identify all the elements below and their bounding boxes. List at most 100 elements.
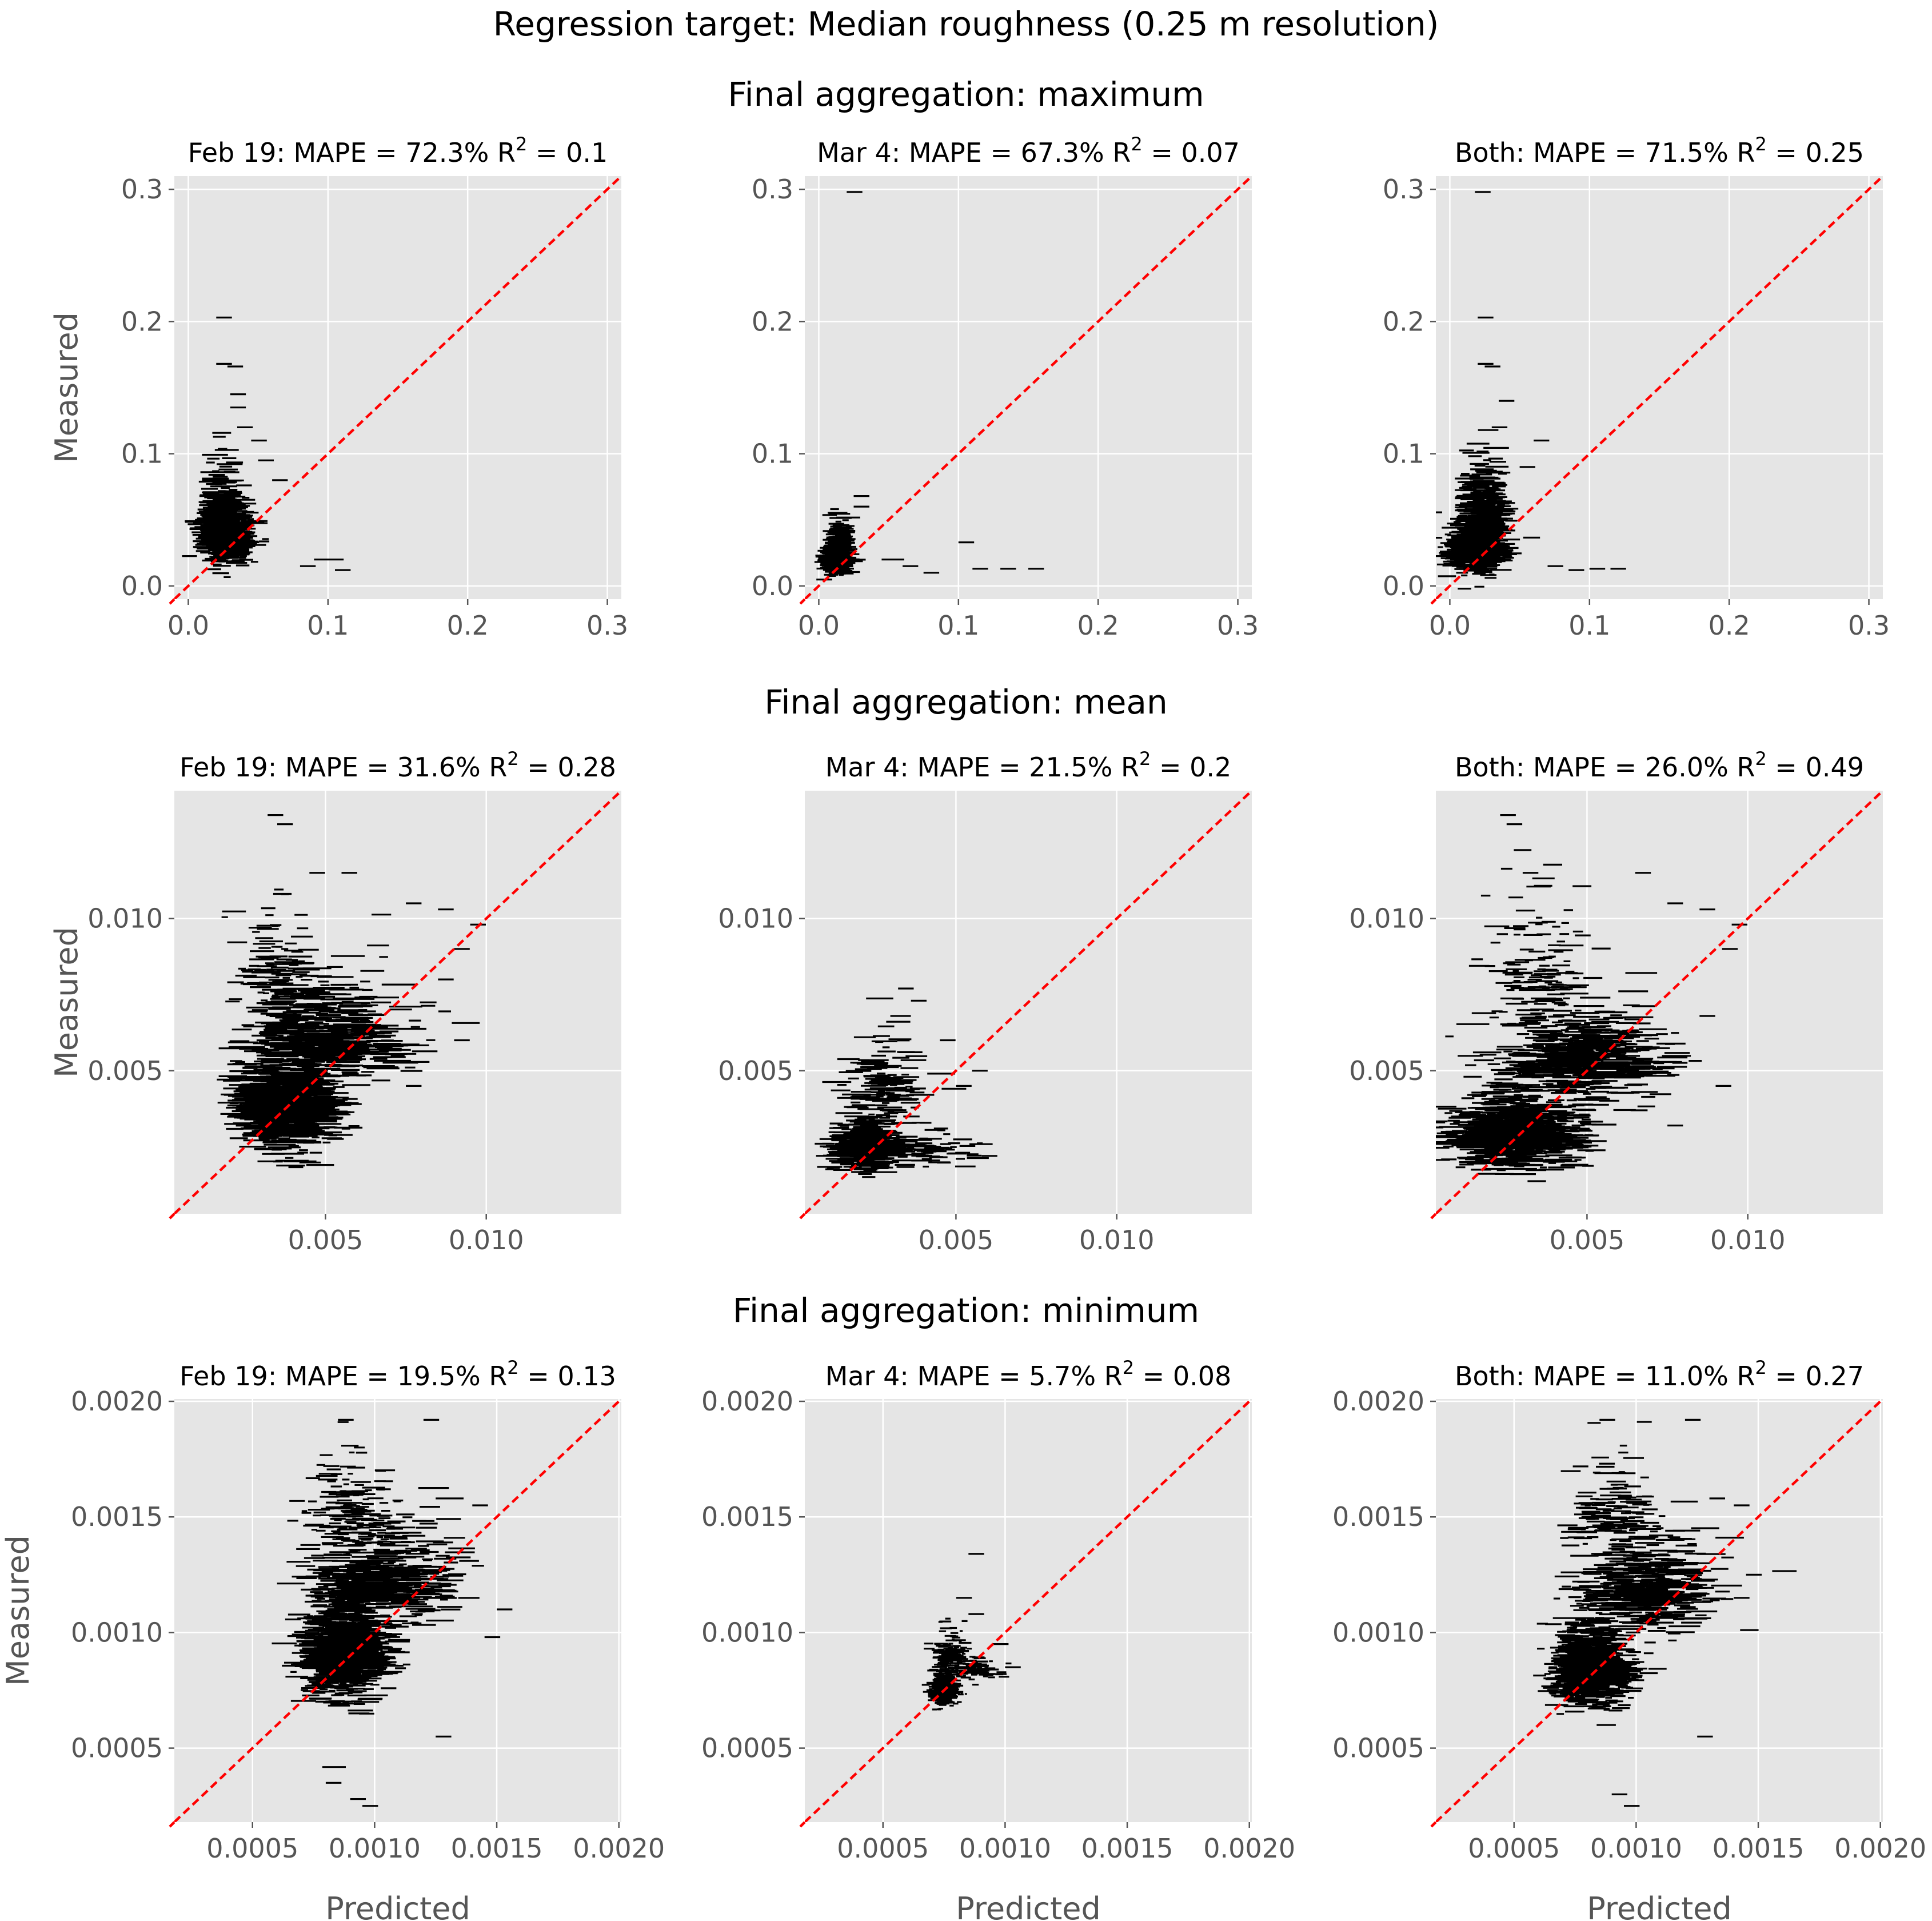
figure-suptitle: Regression target: Median roughness (0.2…: [493, 5, 1439, 43]
scatter-points: [1533, 1418, 1797, 1807]
y-tick-label: 0.1: [1383, 439, 1424, 469]
x-tick-label: 0.0010: [329, 1833, 421, 1864]
panel-feb-19: Feb 19: MAPE = 19.5% R2 = 0.13 0.0005 0.00…: [0, 1357, 665, 1921]
y-tick-label: 0.2: [752, 306, 793, 337]
x-tick-label: 0.0005: [206, 1833, 298, 1864]
y-tick-label: 0.0020: [1332, 1386, 1424, 1417]
x-axis-label: Predicted: [325, 1891, 470, 1921]
identity-line-ext: [169, 1821, 175, 1828]
scatter-marks: [1533, 1418, 1797, 1807]
y-tick-label: 0.005: [718, 1055, 793, 1086]
x-tick-label: 0.3: [1217, 610, 1259, 641]
scatter-points: [815, 987, 997, 1178]
panel-title-value: = 0.13: [519, 1361, 616, 1392]
panel-title-superscript: 2: [1131, 133, 1142, 155]
identity-line: [1436, 791, 1883, 1214]
panel-title-text: Both: MAPE = 26.0% R: [1455, 752, 1755, 783]
identity-line: [805, 1399, 1252, 1822]
panel-title-text: Both: MAPE = 11.0% R: [1455, 1361, 1755, 1392]
y-axis-label: Measured: [49, 927, 85, 1078]
x-tick-label: 0.0020: [1203, 1833, 1295, 1864]
panel-both: Both: MAPE = 11.0% R2 = 0.27 0.0005 0.0005…: [1332, 1357, 1926, 1921]
y-tick-label: 0.010: [87, 903, 163, 934]
panel-title-superscript: 2: [507, 748, 518, 770]
x-tick-label: 0.010: [1079, 1225, 1155, 1256]
x-tick-label: 0.2: [1709, 610, 1750, 641]
panel-title-superscript: 2: [1139, 748, 1151, 770]
panel-title: Feb 19: MAPE = 72.3% R2 = 0.1: [188, 133, 608, 168]
y-tick-label: 0.2: [1383, 306, 1424, 337]
scatter-marks: [1436, 191, 1626, 590]
panel-mar-4: Mar 4: MAPE = 5.7% R2 = 0.08 0.0005 0.0005…: [701, 1357, 1295, 1921]
identity-line-ext: [1430, 1821, 1437, 1828]
y-tick-label: 0.0015: [71, 1501, 163, 1532]
identity-line: [805, 176, 1252, 599]
row-1: Final aggregation: mean Feb 19: MAPE = 31…: [49, 683, 1883, 1256]
x-tick-label: 0.0005: [837, 1833, 929, 1864]
y-tick-label: 0.0010: [701, 1617, 793, 1648]
row-title: Final aggregation: maximum: [728, 75, 1204, 114]
identity-line: [805, 791, 1252, 1214]
panel-title-value: = 0.08: [1134, 1361, 1231, 1392]
x-tick-label: 0.0005: [1468, 1833, 1560, 1864]
panel-title-text: Mar 4: MAPE = 67.3% R: [817, 137, 1131, 168]
x-tick-label: 0.0010: [959, 1833, 1051, 1864]
x-tick-label: 0.3: [586, 610, 628, 641]
panel-title-value: = 0.1: [527, 137, 608, 168]
y-tick-label: 0.0020: [71, 1386, 163, 1417]
panel-title: Mar 4: MAPE = 67.3% R2 = 0.07: [817, 133, 1240, 168]
y-tick-label: 0.0005: [701, 1733, 793, 1764]
x-tick-label: 0.2: [1077, 610, 1119, 641]
y-tick-label: 0.010: [718, 903, 793, 934]
identity-line-ext: [799, 1821, 806, 1828]
y-tick-label: 0.0: [1383, 571, 1424, 601]
y-tick-label: 0.010: [1349, 903, 1424, 934]
y-tick-label: 0.0020: [701, 1386, 793, 1417]
y-axis-label: Measured: [0, 1535, 36, 1686]
panel-title-value: = 0.28: [519, 752, 616, 783]
identity-line: [1436, 1399, 1883, 1822]
x-tick-label: 0.0010: [1590, 1833, 1682, 1864]
x-tick-label: 0.1: [307, 610, 349, 641]
panel-title: Both: MAPE = 71.5% R2 = 0.25: [1455, 133, 1864, 168]
y-tick-label: 0.3: [121, 174, 163, 205]
panel-title-text: Mar 4: MAPE = 5.7% R: [825, 1361, 1123, 1392]
subplot-grid: Final aggregation: maximum Feb 19: MAPE =…: [0, 75, 1926, 1921]
panel-title-text: Mar 4: MAPE = 21.5% R: [825, 752, 1139, 783]
scatter-points: [1436, 191, 1626, 590]
panel-title: Feb 19: MAPE = 19.5% R2 = 0.13: [179, 1357, 616, 1392]
panel-title-text: Both: MAPE = 71.5% R: [1455, 137, 1755, 168]
x-tick-label: 0.1: [937, 610, 979, 641]
identity-line-ext: [1430, 598, 1437, 605]
x-tick-label: 0.0: [167, 610, 209, 641]
x-tick-label: 0.2: [447, 610, 489, 641]
panel-both: Both: MAPE = 26.0% R2 = 0.49 0.005 0.005 0.…: [1349, 748, 1883, 1256]
panel-title-value: = 0.27: [1767, 1361, 1864, 1392]
panel-title: Mar 4: MAPE = 5.7% R2 = 0.08: [825, 1357, 1232, 1392]
panel-feb-19: Feb 19: MAPE = 31.6% R2 = 0.28 0.005 0.005…: [49, 748, 621, 1256]
y-tick-label: 0.0010: [1332, 1617, 1424, 1648]
panel-title-text: Feb 19: MAPE = 72.3% R: [188, 137, 516, 168]
identity-line: [174, 791, 621, 1214]
x-tick-label: 0.0015: [451, 1833, 543, 1864]
panel-title-superscript: 2: [1755, 133, 1766, 155]
panel-title-superscript: 2: [516, 133, 527, 155]
x-tick-label: 0.0: [798, 610, 840, 641]
scatter-marks: [815, 987, 997, 1178]
x-tick-label: 0.3: [1848, 610, 1890, 641]
x-tick-label: 0.0020: [573, 1833, 665, 1864]
scatter-points: [182, 316, 351, 578]
panel-mar-4: Mar 4: MAPE = 21.5% R2 = 0.2 0.005 0.005 0.…: [718, 748, 1252, 1256]
x-tick-label: 0.0015: [1713, 1833, 1805, 1864]
y-tick-label: 0.0005: [71, 1733, 163, 1764]
y-axis-label: Measured: [49, 312, 85, 463]
panel-title-superscript: 2: [1755, 1357, 1766, 1378]
panel-title-superscript: 2: [507, 1357, 518, 1378]
x-tick-label: 0.0020: [1834, 1833, 1926, 1864]
panel-title: Both: MAPE = 26.0% R2 = 0.49: [1455, 748, 1864, 783]
panel-title-value: = 0.07: [1143, 137, 1240, 168]
y-tick-label: 0.1: [121, 439, 163, 469]
panel-feb-19: Feb 19: MAPE = 72.3% R2 = 0.1 0.00.0 0.1 0.…: [49, 133, 628, 641]
y-tick-label: 0.0015: [701, 1501, 793, 1532]
